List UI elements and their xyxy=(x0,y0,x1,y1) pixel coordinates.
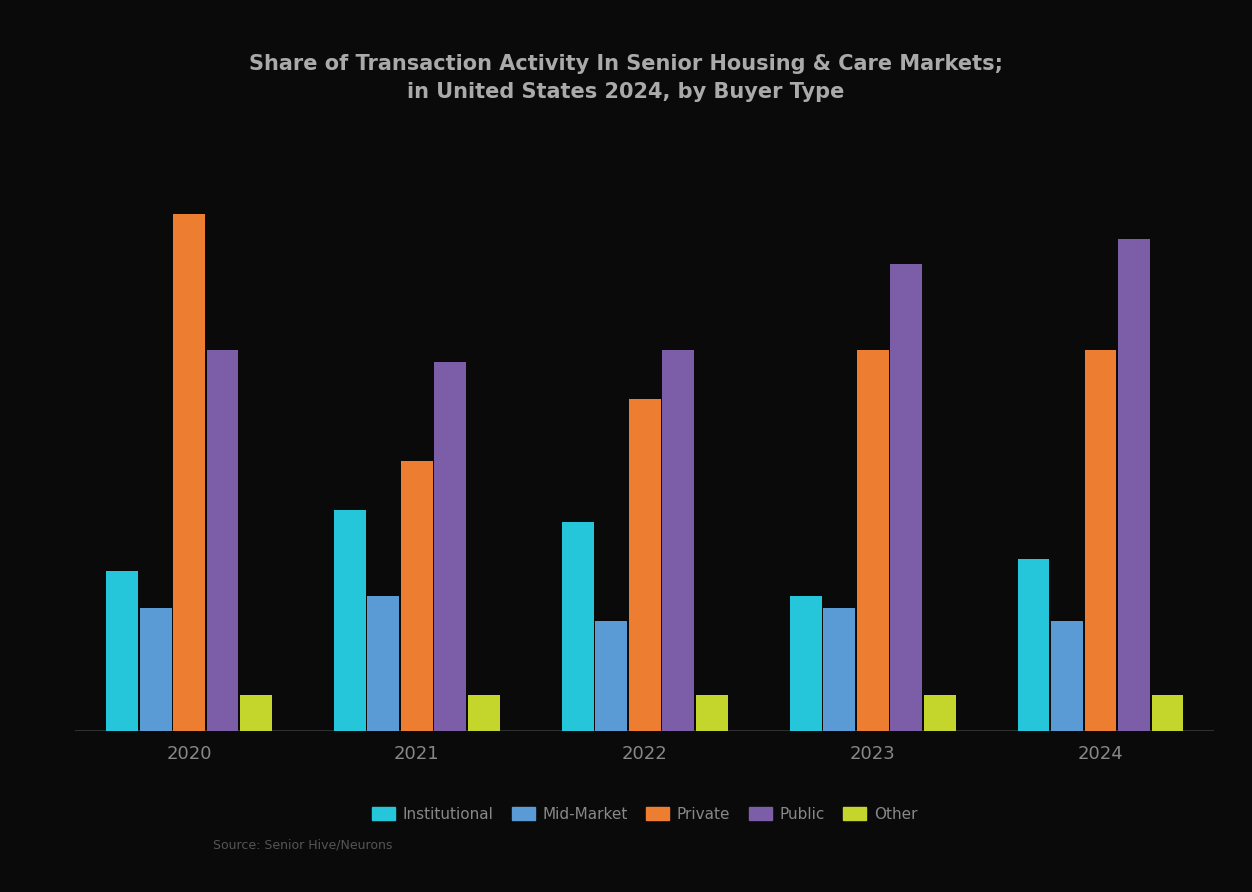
Bar xyxy=(240,695,272,731)
Bar xyxy=(106,572,138,731)
Bar xyxy=(1118,239,1149,731)
Text: Source: Senior Hive/Neurons: Source: Senior Hive/Neurons xyxy=(213,838,392,852)
Bar xyxy=(468,695,500,731)
Bar xyxy=(596,621,627,731)
Bar xyxy=(334,510,366,731)
Bar xyxy=(368,596,399,731)
Bar xyxy=(1084,350,1117,731)
Legend: Institutional, Mid-Market, Private, Public, Other: Institutional, Mid-Market, Private, Publ… xyxy=(367,801,923,828)
Bar xyxy=(1152,695,1183,731)
Bar xyxy=(401,460,433,731)
Bar xyxy=(173,214,205,731)
Bar xyxy=(924,695,955,731)
Bar xyxy=(662,350,694,731)
Bar xyxy=(629,399,661,731)
Bar xyxy=(562,522,593,731)
Bar xyxy=(890,264,921,731)
Bar xyxy=(824,608,855,731)
Bar xyxy=(696,695,727,731)
Bar xyxy=(1018,559,1049,731)
Bar xyxy=(790,596,821,731)
Bar xyxy=(1052,621,1083,731)
Bar xyxy=(856,350,889,731)
Bar xyxy=(140,608,172,731)
Text: Share of Transaction Activity In Senior Housing & Care Markets;
in United States: Share of Transaction Activity In Senior … xyxy=(249,54,1003,102)
Bar xyxy=(434,362,466,731)
Bar xyxy=(207,350,238,731)
